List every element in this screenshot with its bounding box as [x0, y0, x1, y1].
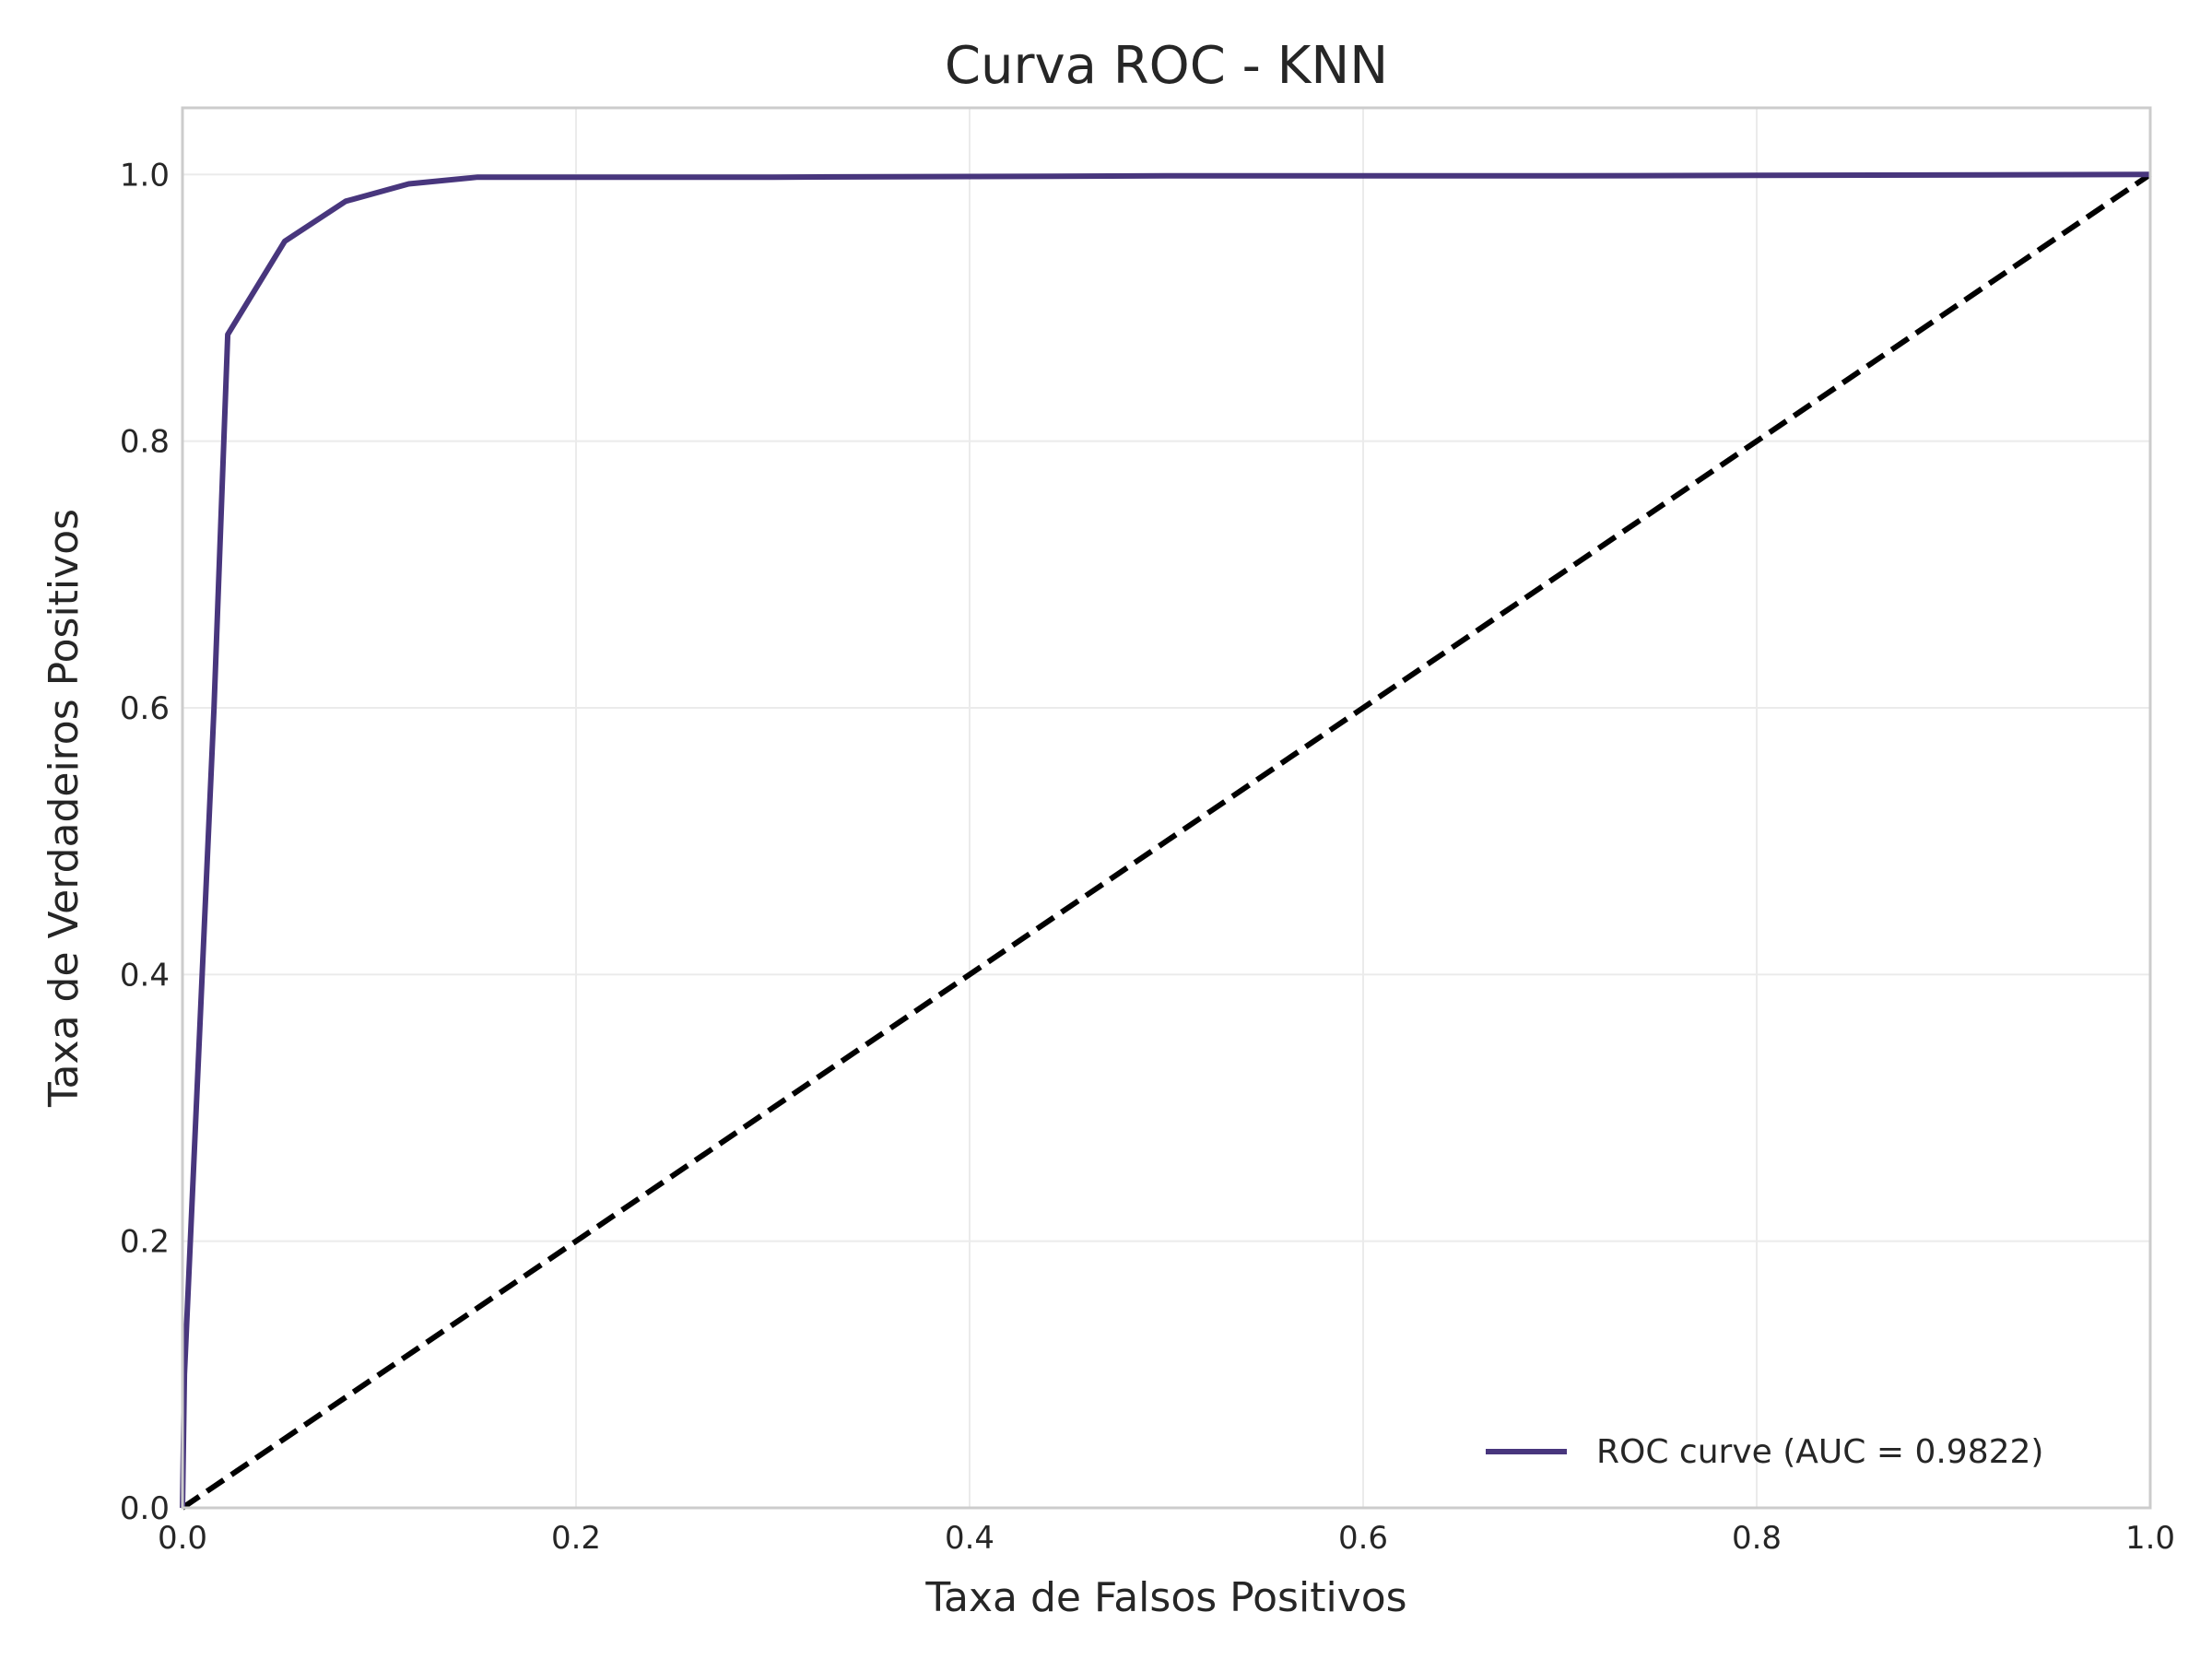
y-tick-label-2: 0.4	[120, 957, 170, 994]
y-tick-label-3: 0.6	[120, 690, 170, 727]
x-axis-label: Taxa de Falsos Positivos	[924, 1574, 1406, 1621]
y-tick-label-0: 0.0	[120, 1490, 170, 1527]
x-tick-label-2: 0.4	[945, 1520, 994, 1557]
plot-frame	[182, 108, 2150, 1508]
series-layer	[182, 174, 2150, 1508]
x-tick-label-4: 0.8	[1732, 1520, 1782, 1557]
x-tick-label-5: 1.0	[2125, 1520, 2175, 1557]
chart-title: Curva ROC - KNN	[945, 36, 1388, 96]
y-tick-label-1: 0.2	[120, 1224, 170, 1261]
y-tick-label-5: 1.0	[120, 157, 170, 194]
legend: ROC curve (AUC = 0.9822)	[1486, 1433, 2043, 1471]
x-tick-label-1: 0.2	[551, 1520, 601, 1557]
x-tick-label-3: 0.6	[1338, 1520, 1388, 1557]
y-tick-label-4: 0.8	[120, 424, 170, 461]
legend-label-roc: ROC curve (AUC = 0.9822)	[1596, 1433, 2043, 1471]
y-axis-label: Taxa de Verdadeiros Positivos	[41, 509, 88, 1108]
grid-lines	[182, 108, 2150, 1508]
chance-diagonal-line	[182, 174, 2150, 1508]
